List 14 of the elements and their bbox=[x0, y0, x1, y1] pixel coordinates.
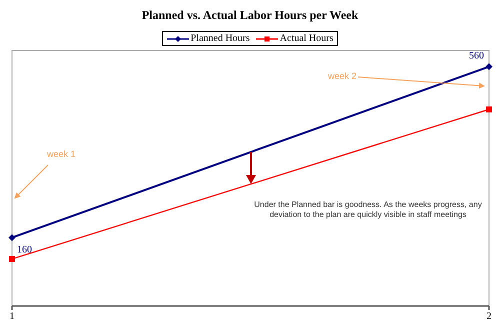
point bbox=[486, 106, 492, 112]
point bbox=[8, 234, 16, 242]
annotation: week 1 bbox=[47, 149, 76, 159]
legend-label: Planned Hours bbox=[190, 33, 250, 44]
data-label: 560 bbox=[469, 50, 484, 62]
annotation: week 2 bbox=[328, 71, 357, 81]
legend-label: Actual Hours bbox=[280, 33, 334, 44]
chart-title: Planned vs. Actual Labor Hours per Week bbox=[140, 8, 360, 23]
annotation: Under the Planned bar is goodness. As the weeks progress, any deviation to the plan are quickly visible in staff meetings bbox=[253, 200, 483, 220]
x-tick-label: 1 bbox=[10, 311, 14, 322]
point bbox=[486, 63, 492, 70]
point bbox=[9, 256, 15, 262]
x-tick-label: 2 bbox=[486, 311, 492, 322]
data-label: 160 bbox=[17, 244, 32, 256]
